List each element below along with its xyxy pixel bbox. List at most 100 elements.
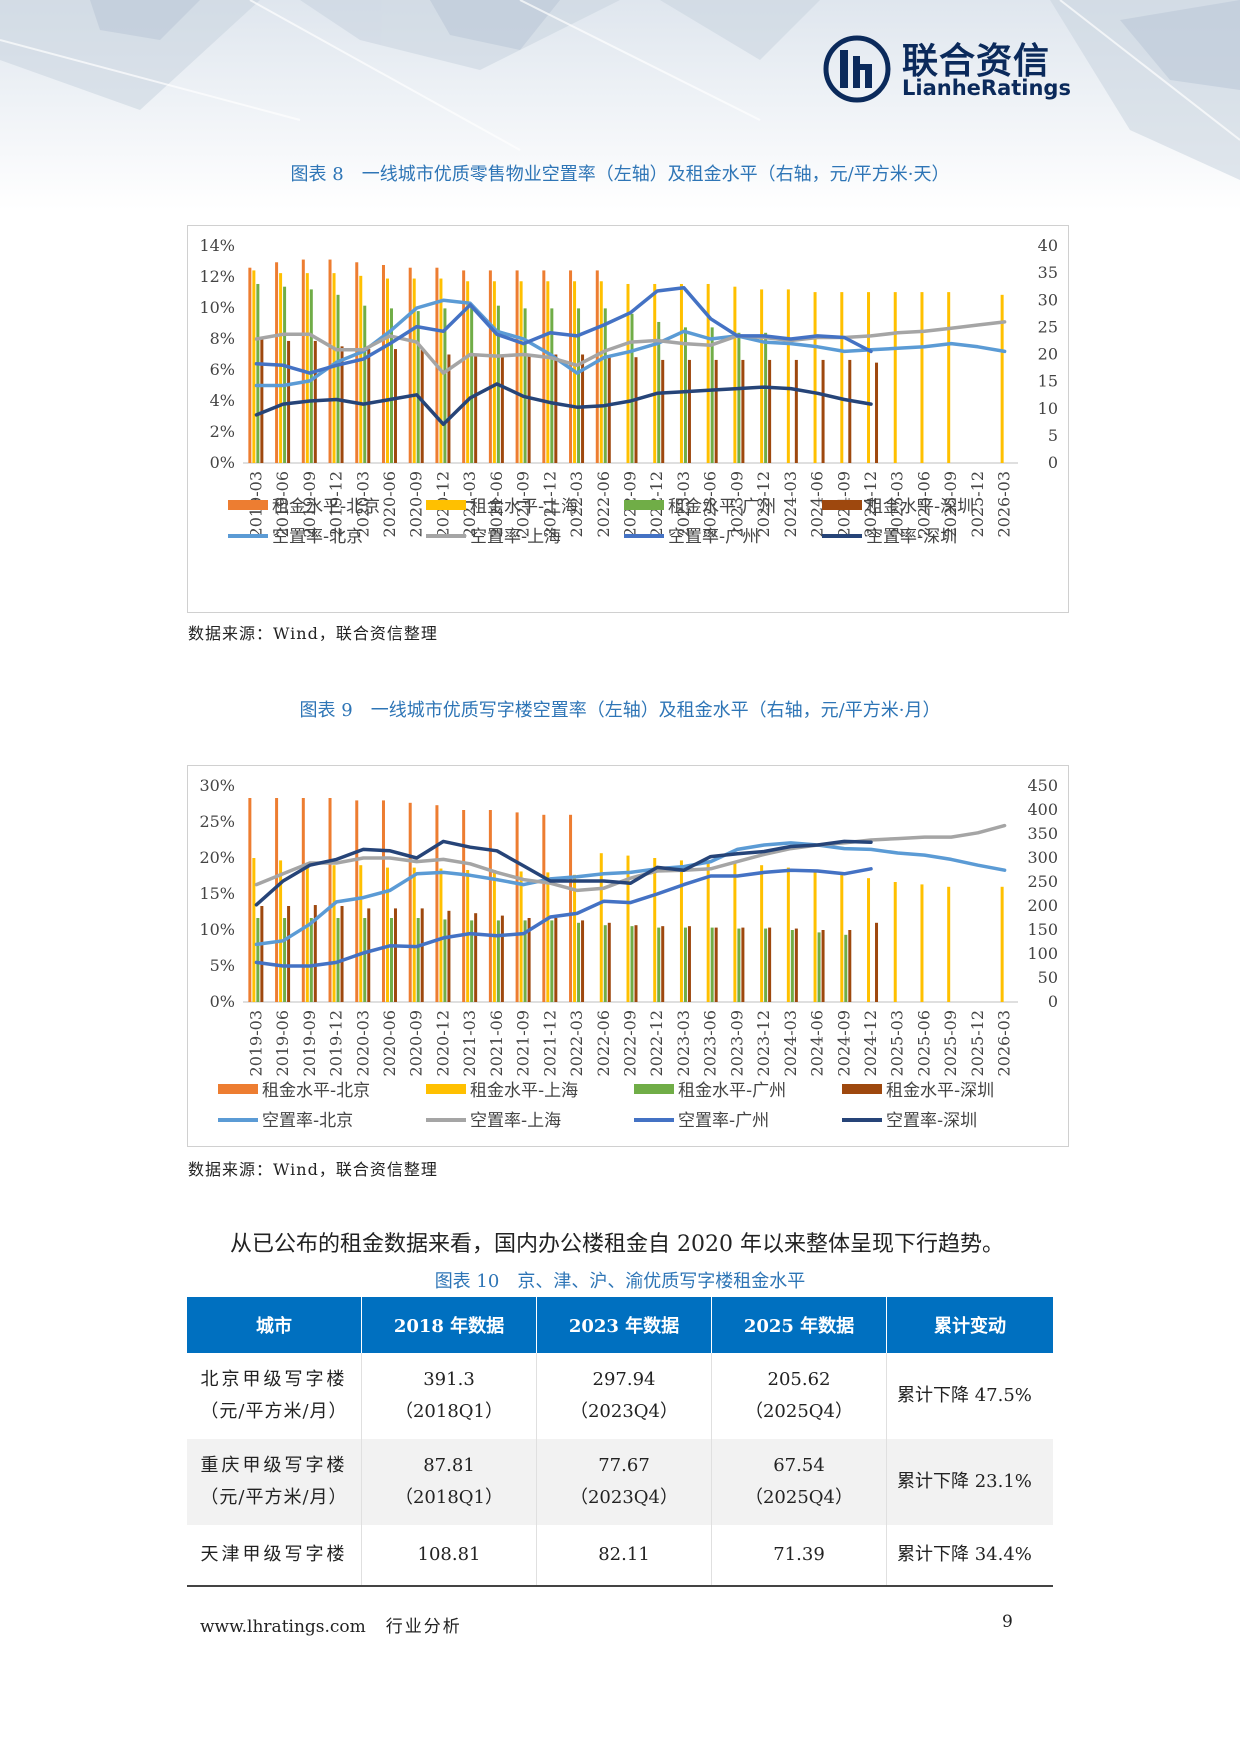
x-tick-label: 2020-06 (380, 1010, 399, 1076)
bar-mark (706, 283, 710, 463)
x-tick-label: 2026-03 (995, 1010, 1014, 1076)
bar-mark (256, 918, 260, 1002)
change-cell: 累计下降 23.1% (886, 1439, 1053, 1525)
legend-label: 空置率-上海 (470, 527, 561, 547)
bar-mark (515, 812, 519, 1002)
x-tick-label: 2025-06 (914, 1010, 933, 1076)
bar-mark (488, 270, 492, 463)
y-right-tick-label: 100 (1027, 944, 1058, 963)
y-left-tick-label: 5% (210, 956, 235, 975)
bar-mark (470, 920, 474, 1002)
bar-mark (790, 930, 794, 1002)
table-header-row: 城市 2018 年数据 2023 年数据 2025 年数据 累计变动 (187, 1297, 1053, 1353)
bar-mark (447, 354, 451, 463)
bar-mark (893, 292, 897, 463)
bar-mark (515, 270, 519, 463)
x-tick-label: 2024-12 (861, 471, 880, 537)
bar-mark (737, 928, 741, 1002)
x-tick-label: 2019-09 (300, 471, 319, 537)
y-left-tick-label: 10% (199, 298, 235, 317)
y-left-tick-label: 2% (210, 422, 235, 441)
bar-mark (435, 805, 439, 1002)
header-background (0, 0, 1240, 210)
x-tick-label: 2020-03 (353, 1010, 372, 1076)
y-left-tick-label: 12% (199, 267, 235, 286)
footer-url-link[interactable]: www.lhratings.com (200, 1617, 366, 1637)
bar-mark (542, 270, 546, 463)
table-row: 重庆甲级写字楼 （元/平方米/月） 87.81 （2018Q1） 77.67 （202… (187, 1439, 1053, 1525)
bar-mark (523, 920, 527, 1002)
bar-mark (466, 281, 470, 463)
bar-mark (393, 908, 397, 1002)
bar-mark (683, 327, 687, 463)
x-tick-label: 2019-09 (300, 1010, 319, 1076)
y-right-tick-label: 150 (1027, 920, 1058, 939)
x-tick-label: 2019-03 (246, 1010, 265, 1076)
x-tick-label: 2025-03 (888, 1010, 907, 1076)
bar-mark (355, 262, 359, 463)
x-tick-label: 2025-06 (914, 471, 933, 537)
bar-mark (554, 354, 558, 463)
bar-mark (389, 918, 393, 1002)
bar-mark (920, 292, 924, 463)
table10-title: 图表 10 京、津、沪、渝优质写字楼租金水平 (434, 1271, 806, 1292)
footer-left: www.lhratings.com 行业分析 (200, 1612, 462, 1637)
legend-swatch (634, 1084, 674, 1094)
bar-mark (443, 308, 447, 463)
x-tick-label: 2025-12 (968, 471, 987, 537)
x-tick-label: 2022-03 (567, 471, 586, 537)
bar-mark (867, 292, 871, 463)
bar-mark (313, 905, 317, 1002)
legend-label: 租金水平-广州 (678, 1081, 786, 1101)
bar-mark (867, 878, 871, 1002)
figure9-source: 数据来源：Wind，联合资信整理 (188, 1160, 438, 1179)
series-line (254, 839, 873, 907)
bar-mark (679, 860, 683, 1002)
bar-mark (737, 332, 741, 463)
bar-mark (519, 281, 523, 463)
series-line (254, 823, 1007, 893)
x-tick-label: 2025-09 (941, 471, 960, 537)
figure9-chart-box: 0% 5% 10% 15% 20% 25% 30% 0 50 100 150 200 250 300 350… (187, 765, 1069, 1147)
bar-mark (840, 292, 844, 463)
bar-mark (275, 798, 279, 1002)
x-tick-label: 2020-09 (407, 1010, 426, 1076)
bar-mark (336, 918, 340, 1002)
y-right-tick-label: 350 (1027, 824, 1058, 843)
series-line (254, 382, 873, 427)
value-2025: 71.39 (773, 1544, 825, 1565)
figure9-chart: 0% 5% 10% 15% 20% 25% 30% 0 50 100 150 200 250 300 350… (199, 776, 1058, 1131)
y-right-tick-label: 40 (1038, 236, 1058, 255)
x-tick-label: 2019-12 (327, 471, 346, 537)
y-right-tick-label: 400 (1027, 800, 1058, 819)
legend-label: 租金水平-上海 (470, 497, 578, 517)
bar-mark (661, 359, 665, 463)
bar-mark (340, 906, 344, 1002)
figure8-source: 数据来源：Wind，联合资信整理 (188, 624, 438, 643)
y-left-tick-label: 10% (199, 920, 235, 939)
quarter-2018: （2018Q1） (394, 1487, 504, 1508)
body-paragraph: 从已公布的租金数据来看，国内办公楼租金自 2020 年以来整体呈现下行趋势。 (230, 1232, 1004, 1257)
quarter-2023: （2023Q4） (569, 1487, 679, 1508)
y-right-tick-label: 0 (1048, 992, 1058, 1011)
value-2025-cell: 205.62 （2025Q4） (711, 1353, 887, 1439)
value-2025-cell: 67.54 （2025Q4） (711, 1439, 887, 1525)
bar-mark (488, 810, 492, 1002)
bar-mark (408, 267, 412, 463)
value-2018: 108.81 (417, 1544, 481, 1565)
bar-mark (283, 918, 287, 1002)
bar-mark (634, 357, 638, 463)
y-right-tick-label: 250 (1027, 872, 1058, 891)
bar-mark (733, 286, 737, 463)
x-tick-label: 2023-09 (727, 471, 746, 537)
bar-mark (500, 354, 504, 463)
brand-logo: 联合资信 LianheRatings (822, 30, 1071, 110)
bar-mark (554, 918, 558, 1002)
bar-mark (741, 927, 745, 1002)
y-right-tick-label: 200 (1027, 896, 1058, 915)
legend-label: 租金水平-深圳 (886, 1081, 994, 1101)
x-tick-label: 2022-06 (594, 471, 613, 537)
bar-mark (367, 349, 371, 463)
bar-mark (462, 810, 466, 1002)
bar-mark (279, 273, 283, 463)
